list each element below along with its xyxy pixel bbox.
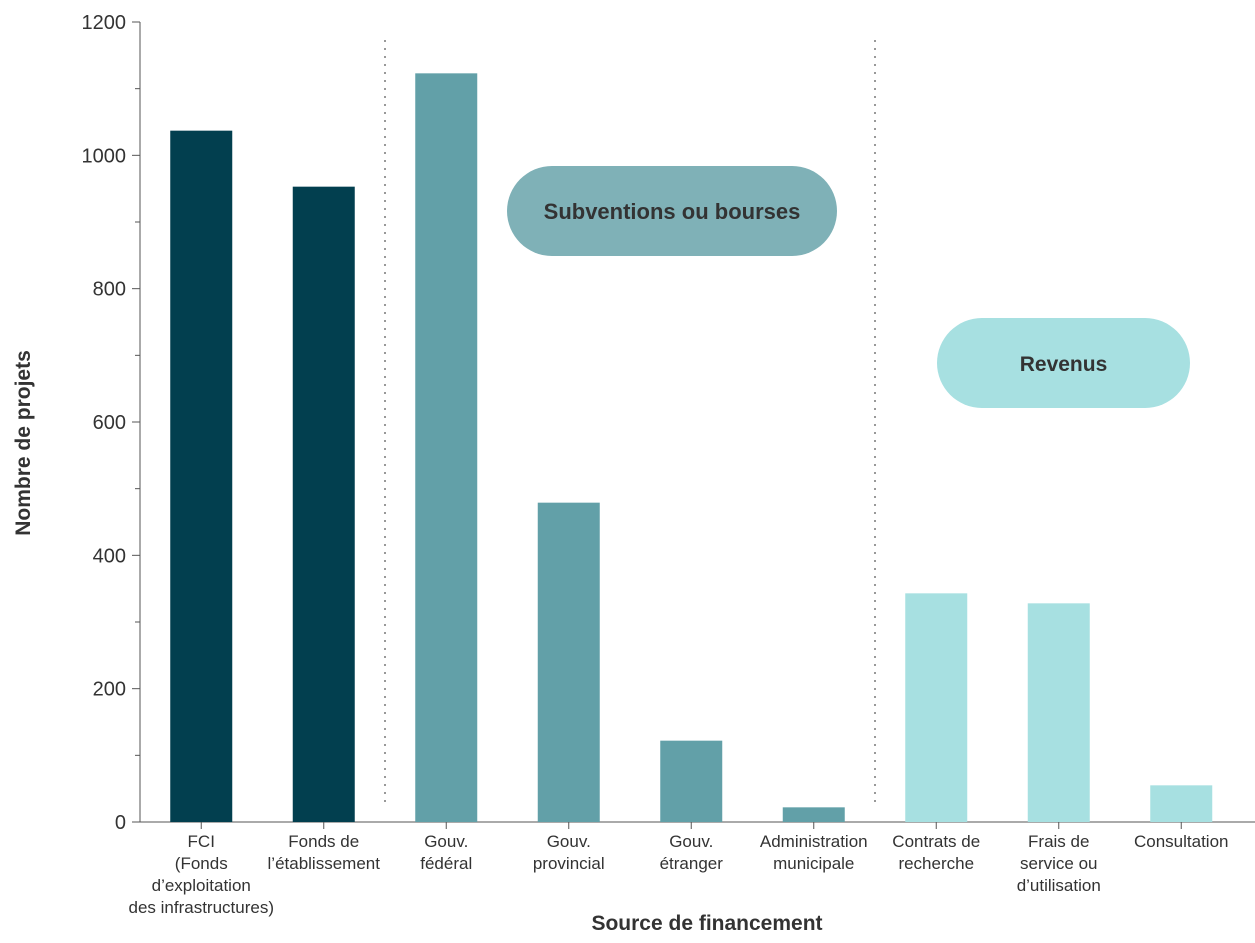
- group-label-pill: [937, 318, 1190, 408]
- x-tick-label: Administration municipale: [760, 832, 868, 873]
- x-axis-title: Source de financement: [591, 912, 822, 935]
- x-tick-label: Contrats de recherche: [892, 832, 980, 873]
- x-tick-label: Gouv. fédéral: [420, 832, 472, 873]
- x-tick-label: Gouv. provincial: [533, 832, 605, 873]
- group-label-text: Revenus: [1020, 353, 1108, 376]
- bars: [170, 73, 1213, 823]
- y-tick-label: 1200: [82, 12, 127, 34]
- bar: [415, 73, 478, 823]
- group-label-pill: [507, 166, 837, 256]
- group-label-text: Subventions ou bourses: [544, 199, 801, 224]
- x-tick-label: Frais de service ou d’utilisation: [1017, 832, 1101, 895]
- y-tick-label: 600: [93, 412, 126, 434]
- x-tick-label: FCI (Fonds d’exploitation des infrastructur…: [129, 832, 275, 917]
- y-tick-label: 1000: [82, 145, 127, 167]
- bar: [905, 593, 968, 822]
- y-tick-label: 400: [93, 545, 126, 567]
- y-tick-label: 800: [93, 279, 126, 301]
- y-axis-title: Nombre de projets: [12, 350, 35, 536]
- x-tick-label: Consultation: [1134, 832, 1229, 851]
- category-labels: FCI (Fonds d’exploitation des infrastructur…: [129, 822, 1229, 917]
- group-labels: Subventions ou bourses Revenus: [507, 166, 1190, 408]
- bar: [782, 807, 845, 822]
- bar: [660, 740, 723, 822]
- bar: [170, 130, 233, 822]
- bar: [292, 186, 355, 822]
- y-tick-label: 200: [93, 679, 126, 701]
- y-tick-label: 0: [115, 812, 126, 834]
- x-tick-label: Gouv. étranger: [660, 832, 724, 873]
- bar: [1150, 785, 1213, 822]
- bar: [537, 502, 600, 822]
- x-tick-label: Fonds de l’établissement: [268, 832, 381, 873]
- bar: [1027, 603, 1090, 822]
